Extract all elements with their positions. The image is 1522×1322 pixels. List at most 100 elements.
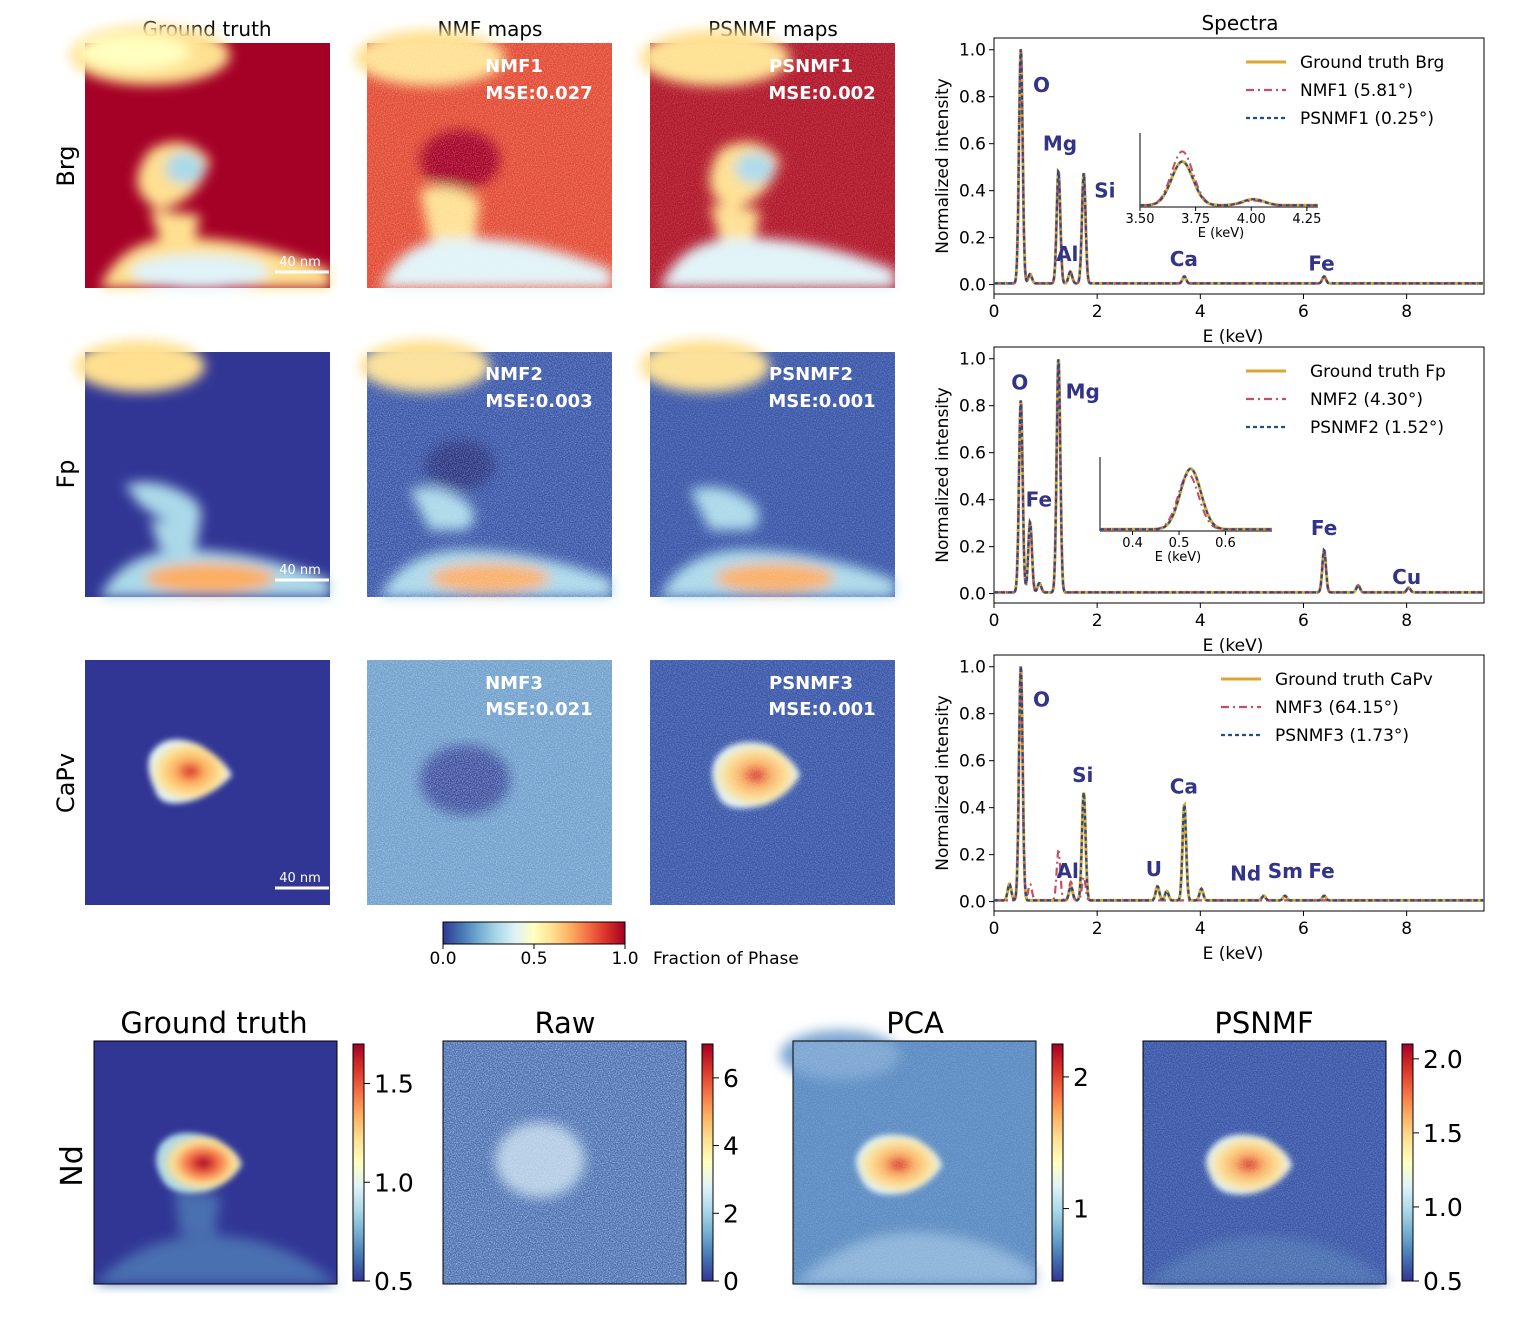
row-label-fp: Fp — [52, 459, 80, 488]
peak-label: Fe — [1308, 252, 1334, 276]
y-tick-label: 0.2 — [959, 846, 986, 866]
inset-line-psnmf — [1100, 467, 1272, 531]
colorbar-tick-label: 1.5 — [1423, 1119, 1463, 1148]
nd-colorbar-psnmf: 0.5 1.0 1.5 2.0 — [1401, 1043, 1463, 1296]
x-tick-label: 8 — [1401, 302, 1412, 322]
series-line-psnmf — [994, 49, 1484, 285]
nmf3-name: NMF3 — [485, 673, 543, 694]
y-tick-label: 0.0 — [959, 276, 986, 296]
psnmf3-mse: MSE:0.001 — [768, 699, 875, 720]
x-tick-label: 0 — [989, 919, 1000, 939]
legend-entry: Ground truth CaPv — [1275, 670, 1433, 690]
map-psnmf-fp: PSNMF2 MSE:0.001 — [640, 340, 895, 597]
x-tick-label: 2 — [1092, 919, 1103, 939]
peak-label: O — [1011, 370, 1028, 394]
map-gt-fp: 40 nm — [75, 340, 330, 597]
y-tick-label: 0.0 — [959, 585, 986, 605]
colorbar-tick: 0.0 — [429, 949, 456, 969]
x-tick-label: 4 — [1195, 611, 1206, 631]
peak-label: Fe — [1026, 488, 1052, 512]
nd-map-ground-truth — [93, 1040, 338, 1285]
x-tick-label: 6 — [1298, 919, 1309, 939]
colorbar-tick-label: 1.0 — [374, 1168, 414, 1197]
legend-entry: PSNMF1 (0.25°) — [1300, 109, 1434, 129]
inset-x-tick-label: 0.4 — [1122, 536, 1143, 551]
nd-title-psnmf: PSNMF — [1214, 1006, 1313, 1040]
y-tick-label: 0.8 — [959, 88, 986, 108]
inset-x-tick-label: 3.75 — [1181, 212, 1210, 227]
peak-label: Si — [1072, 763, 1093, 787]
y-tick-label: 1.0 — [959, 350, 986, 370]
legend-entry: Ground truth Brg — [1300, 53, 1444, 73]
spectrum-panel-capv: 0 2 4 6 8 0.0 0.2 0.4 0.6 0.8 1.0 E (keV) Normalized… — [933, 654, 1485, 964]
colorbar-gradient — [1051, 1043, 1064, 1282]
legend-entry: NMF3 (64.15°) — [1275, 698, 1399, 718]
nmf2-name: NMF2 — [485, 364, 543, 385]
y-axis-label: Normalized intensity — [933, 387, 953, 563]
inset-x-tick-label: 0.6 — [1215, 536, 1236, 551]
colorbar-gradient — [352, 1043, 365, 1282]
plot-frame — [993, 654, 1485, 912]
x-tick-label: 8 — [1401, 611, 1412, 631]
peak-label: Nd — [1230, 861, 1261, 885]
inset-x-tick-label: 3.50 — [1126, 212, 1155, 227]
inset-line-psnmf — [1140, 160, 1318, 207]
legend-entry: NMF1 (5.81°) — [1300, 81, 1413, 101]
y-tick-label: 0.2 — [959, 538, 986, 558]
psnmf3-name: PSNMF3 — [769, 673, 853, 694]
colorbar-tick-label: 1.5 — [374, 1070, 414, 1099]
nd-title-raw: Raw — [534, 1006, 595, 1040]
colorbar-tick-label: 1 — [1073, 1195, 1089, 1224]
x-tick-label: 0 — [989, 611, 1000, 631]
nd-map-psnmf — [1142, 1040, 1387, 1285]
nd-map-raw — [442, 1040, 687, 1285]
x-tick-label: 4 — [1195, 302, 1206, 322]
colorbar-tick-label: 0.5 — [374, 1267, 414, 1296]
series-line-nmf — [994, 49, 1484, 285]
y-tick-label: 0.6 — [959, 135, 986, 155]
colorbar-tick-label: 1.0 — [1423, 1193, 1463, 1222]
y-tick-label: 0.8 — [959, 705, 986, 725]
series-line-nmf — [994, 666, 1484, 902]
nmf1-mse: MSE:0.027 — [485, 83, 592, 104]
peak-label: Fe — [1311, 516, 1337, 540]
x-axis-label: E (keV) — [1203, 944, 1264, 964]
y-tick-label: 1.0 — [959, 41, 986, 61]
peak-label: O — [1033, 73, 1050, 97]
y-tick-label: 0.4 — [959, 491, 986, 511]
peak-label: Ca — [1170, 247, 1198, 271]
x-tick-label: 2 — [1092, 611, 1103, 631]
map-nmf-capv: NMF3 MSE:0.021 — [367, 660, 612, 905]
x-axis-label: E (keV) — [1203, 636, 1264, 656]
nmf2-mse: MSE:0.003 — [485, 391, 592, 412]
y-tick-label: 1.0 — [959, 658, 986, 678]
inset-x-tick-label: 4.25 — [1292, 212, 1321, 227]
inset-x-tick-label: 4.00 — [1237, 212, 1266, 227]
scalebar-label: 40 nm — [279, 563, 321, 578]
peak-label: Al — [1057, 859, 1079, 883]
y-tick-label: 0.0 — [959, 893, 986, 913]
inset-x-axis-label: E (keV) — [1155, 550, 1201, 565]
psnmf2-name: PSNMF2 — [769, 364, 853, 385]
peak-label: Mg — [1043, 132, 1077, 156]
peak-label: Mg — [1066, 380, 1100, 404]
peak-label: Sm — [1268, 859, 1303, 883]
peak-label: Cu — [1392, 565, 1421, 589]
row-label-capv: CaPv — [52, 753, 80, 813]
colorbar-tick-label: 4 — [723, 1132, 739, 1161]
map-psnmf-capv: PSNMF3 MSE:0.001 — [650, 660, 895, 905]
x-tick-label: 8 — [1401, 919, 1412, 939]
map-nmf-brg: NMF1 MSE:0.027 — [355, 30, 612, 288]
map-psnmf-brg: PSNMF1 MSE:0.002 — [640, 30, 895, 288]
colorbar-label: Fraction of Phase — [653, 949, 799, 969]
nd-colorbar-pca: 12 — [1051, 1043, 1089, 1282]
colorbar-tick-label: 0.5 — [1423, 1267, 1463, 1296]
x-tick-label: 4 — [1195, 919, 1206, 939]
nd-title-ground-truth: Ground truth — [120, 1006, 307, 1040]
nd-colorbar-raw: 0 2 4 6 — [701, 1043, 739, 1296]
scalebar-label: 40 nm — [279, 255, 321, 270]
map-gt-brg: 40 nm — [70, 25, 330, 290]
y-tick-label: 0.4 — [959, 799, 986, 819]
colorbar-tick: 0.5 — [520, 949, 547, 969]
legend-entry: PSNMF3 (1.73°) — [1275, 726, 1409, 746]
